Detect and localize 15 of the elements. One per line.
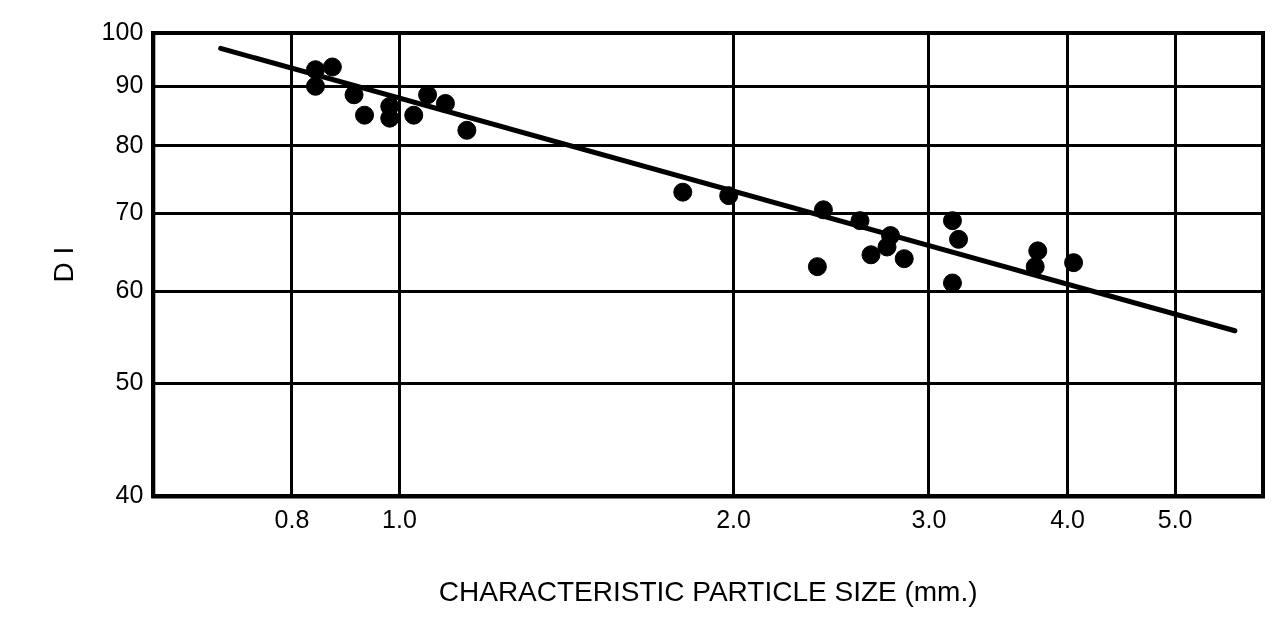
y-axis-title: D I bbox=[47, 246, 79, 283]
y-tick-label: 50 bbox=[115, 367, 144, 396]
x-tick-label: 5.0 bbox=[1157, 505, 1193, 534]
x-tick-label: 4.0 bbox=[1050, 505, 1085, 534]
y-tick-label: 40 bbox=[115, 480, 144, 509]
y-tick-label: 80 bbox=[115, 129, 144, 158]
y-tick-label: 100 bbox=[101, 16, 144, 45]
x-tick-label: 2.0 bbox=[716, 505, 751, 534]
x-tick-label: 3.0 bbox=[911, 505, 947, 534]
x-tick-label: 1.0 bbox=[382, 505, 417, 534]
x-tick-label: 0.8 bbox=[274, 505, 310, 534]
y-tick-label: 70 bbox=[115, 197, 144, 226]
y-tick-label: 60 bbox=[115, 275, 144, 304]
y-tick-label: 90 bbox=[115, 70, 144, 99]
x-axis-title: CHARACTERISTIC PARTICLE SIZE (mm.) bbox=[438, 575, 978, 607]
